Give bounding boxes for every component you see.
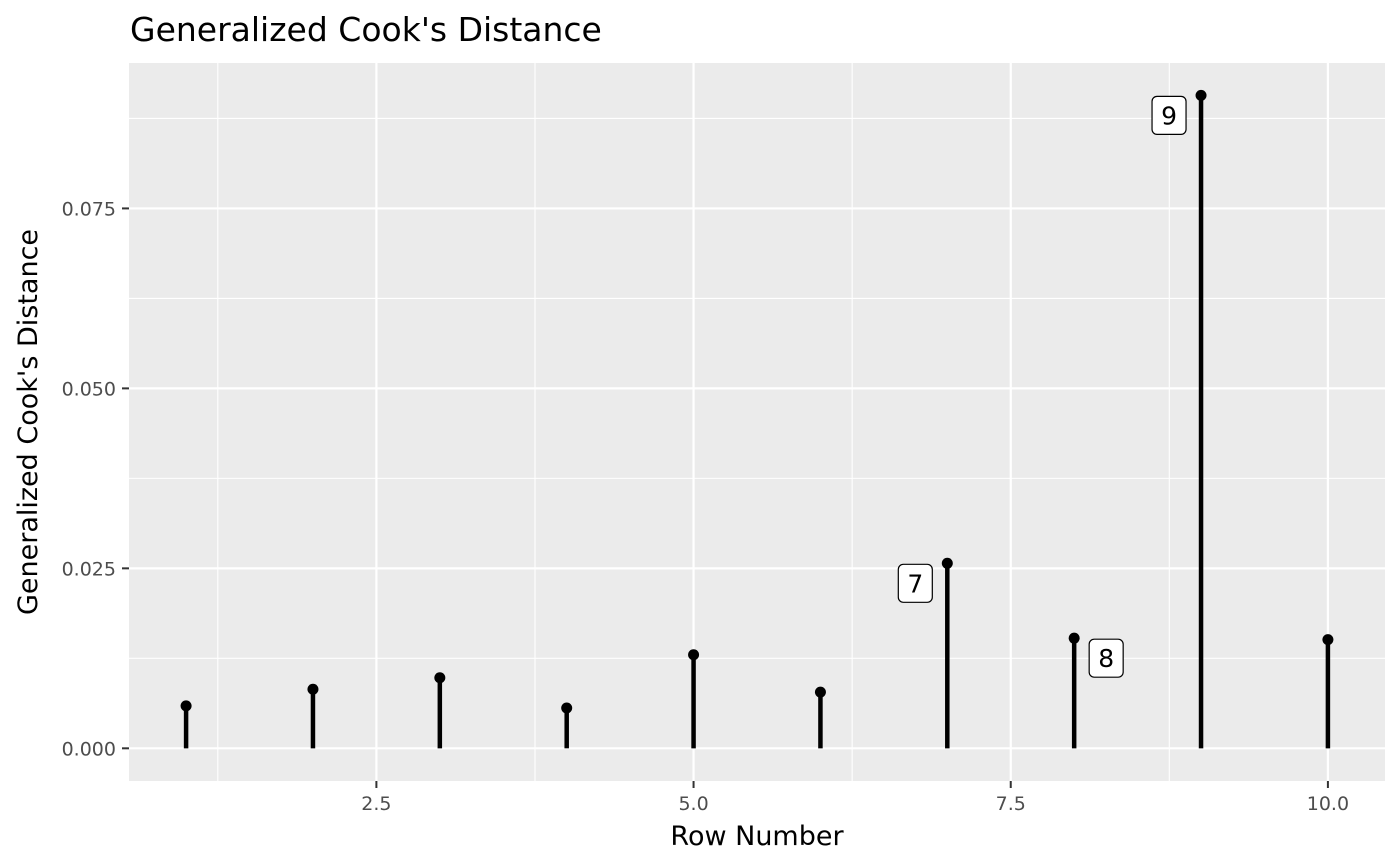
x-tick-label: 5.0 xyxy=(678,793,708,815)
y-tick-label: 0.075 xyxy=(62,198,116,220)
x-axis-title: Row Number xyxy=(670,821,844,852)
point-1 xyxy=(180,700,192,712)
point-9 xyxy=(1195,89,1207,101)
point-4 xyxy=(561,702,573,714)
x-tick-label: 7.5 xyxy=(996,793,1026,815)
data-marks xyxy=(180,89,1334,749)
label-box-7 xyxy=(897,563,933,603)
point-7 xyxy=(941,557,953,569)
label-text-9: 9 xyxy=(1161,101,1177,130)
chart-title: Generalized Cook's Distance xyxy=(130,10,602,49)
minor-gridlines xyxy=(129,63,1385,781)
point-6 xyxy=(814,686,826,698)
label-7: 7 xyxy=(897,563,933,603)
label-8: 8 xyxy=(1088,638,1124,678)
plot-panel xyxy=(129,63,1385,781)
label-box-8 xyxy=(1088,638,1124,678)
y-tick-label: 0.000 xyxy=(62,738,116,760)
y-tick-label: 0.050 xyxy=(62,378,116,400)
y-axis: 0.000 0.025 0.050 0.075 xyxy=(62,198,129,760)
y-tick-label: 0.025 xyxy=(62,558,116,580)
x-tick-label: 10.0 xyxy=(1307,793,1349,815)
label-text-7: 7 xyxy=(907,569,923,598)
y-axis-title: Generalized Cook's Distance xyxy=(13,229,44,615)
point-3 xyxy=(434,672,446,684)
x-axis: 2.5 5.0 7.5 10.0 xyxy=(361,781,1349,815)
point-5 xyxy=(688,649,700,661)
label-box-9 xyxy=(1151,95,1187,135)
point-2 xyxy=(307,683,319,695)
point-labels: 7 8 9 xyxy=(897,95,1187,678)
label-text-8: 8 xyxy=(1098,644,1114,673)
point-10 xyxy=(1322,634,1334,646)
point-8 xyxy=(1068,632,1080,644)
label-9: 9 xyxy=(1151,95,1187,135)
x-tick-label: 2.5 xyxy=(361,793,391,815)
